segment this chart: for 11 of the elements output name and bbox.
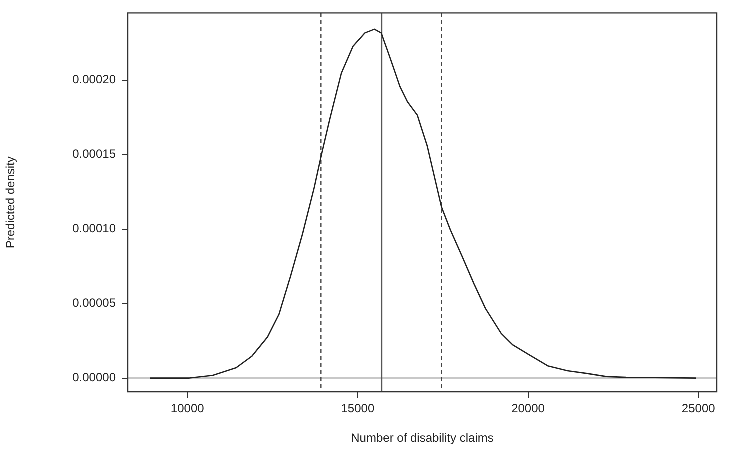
- x-tick-label: 20000: [512, 402, 546, 416]
- x-tick-label: 15000: [341, 402, 375, 416]
- y-tick-label: 0.00020: [72, 72, 116, 87]
- y-axis-title: Predicted density: [4, 156, 18, 249]
- x-tick-label: 25000: [682, 402, 716, 416]
- x-tick-label: 10000: [170, 402, 205, 416]
- x-axis-title: Number of disability claims: [351, 431, 494, 446]
- y-tick-label: 0.00000: [72, 370, 116, 385]
- y-tick-label: 0.00005: [72, 296, 116, 310]
- y-tick-label: 0.00015: [72, 147, 116, 162]
- y-tick-label: 0.00010: [72, 222, 116, 236]
